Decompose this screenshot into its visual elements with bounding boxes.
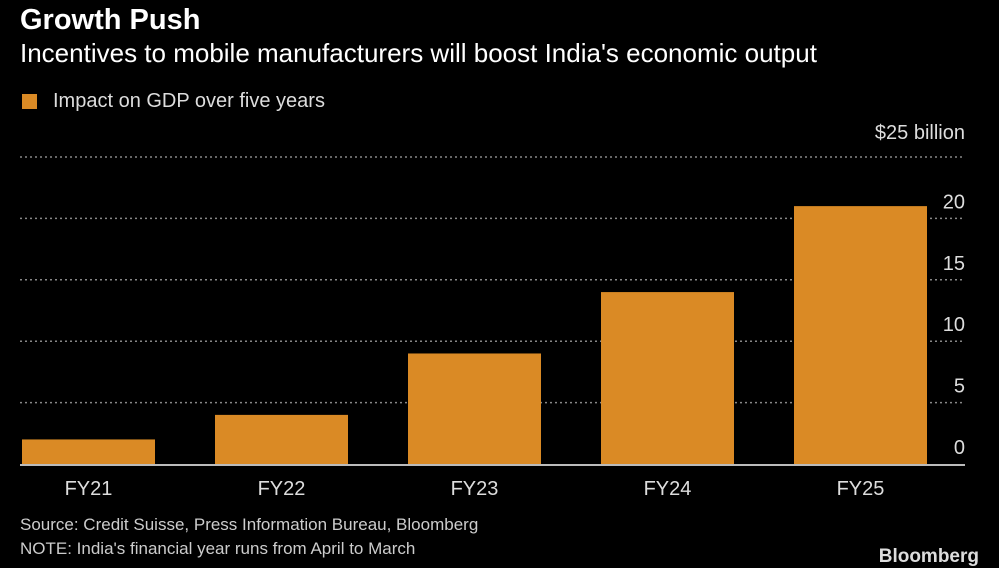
note-text: NOTE: India's financial year runs from A… [20,539,416,558]
y-tick-label: 5 [954,376,965,398]
bar-fy22 [215,414,348,464]
x-tick-label: FY22 [258,478,306,500]
x-tick-label: FY24 [644,478,692,500]
y-tick-label: 10 [943,314,965,336]
bloomberg-logo: Bloomberg [878,546,979,567]
chart-subtitle: Incentives to mobile manufacturers will … [20,38,817,68]
bar-fy25 [794,206,927,464]
y-tick-label: 20 [943,191,965,213]
legend: Impact on GDP over five years [22,90,325,113]
x-tick-label: FY23 [451,478,499,500]
source-text: Source: Credit Suisse, Press Information… [20,515,479,534]
chart-title: Growth Push [20,4,201,36]
bar-fy23 [408,353,541,464]
y-tick-label: 15 [943,253,965,275]
y-tick-label: 0 [954,437,965,459]
bar-fy24 [601,292,734,464]
legend-label: Impact on GDP over five years [53,90,325,112]
x-tick-label: FY25 [837,478,885,500]
bar-fy21 [22,439,155,464]
legend-swatch [22,94,37,109]
y-axis-unit-label: $25 billion [874,122,965,144]
x-tick-label: FY21 [65,478,113,500]
